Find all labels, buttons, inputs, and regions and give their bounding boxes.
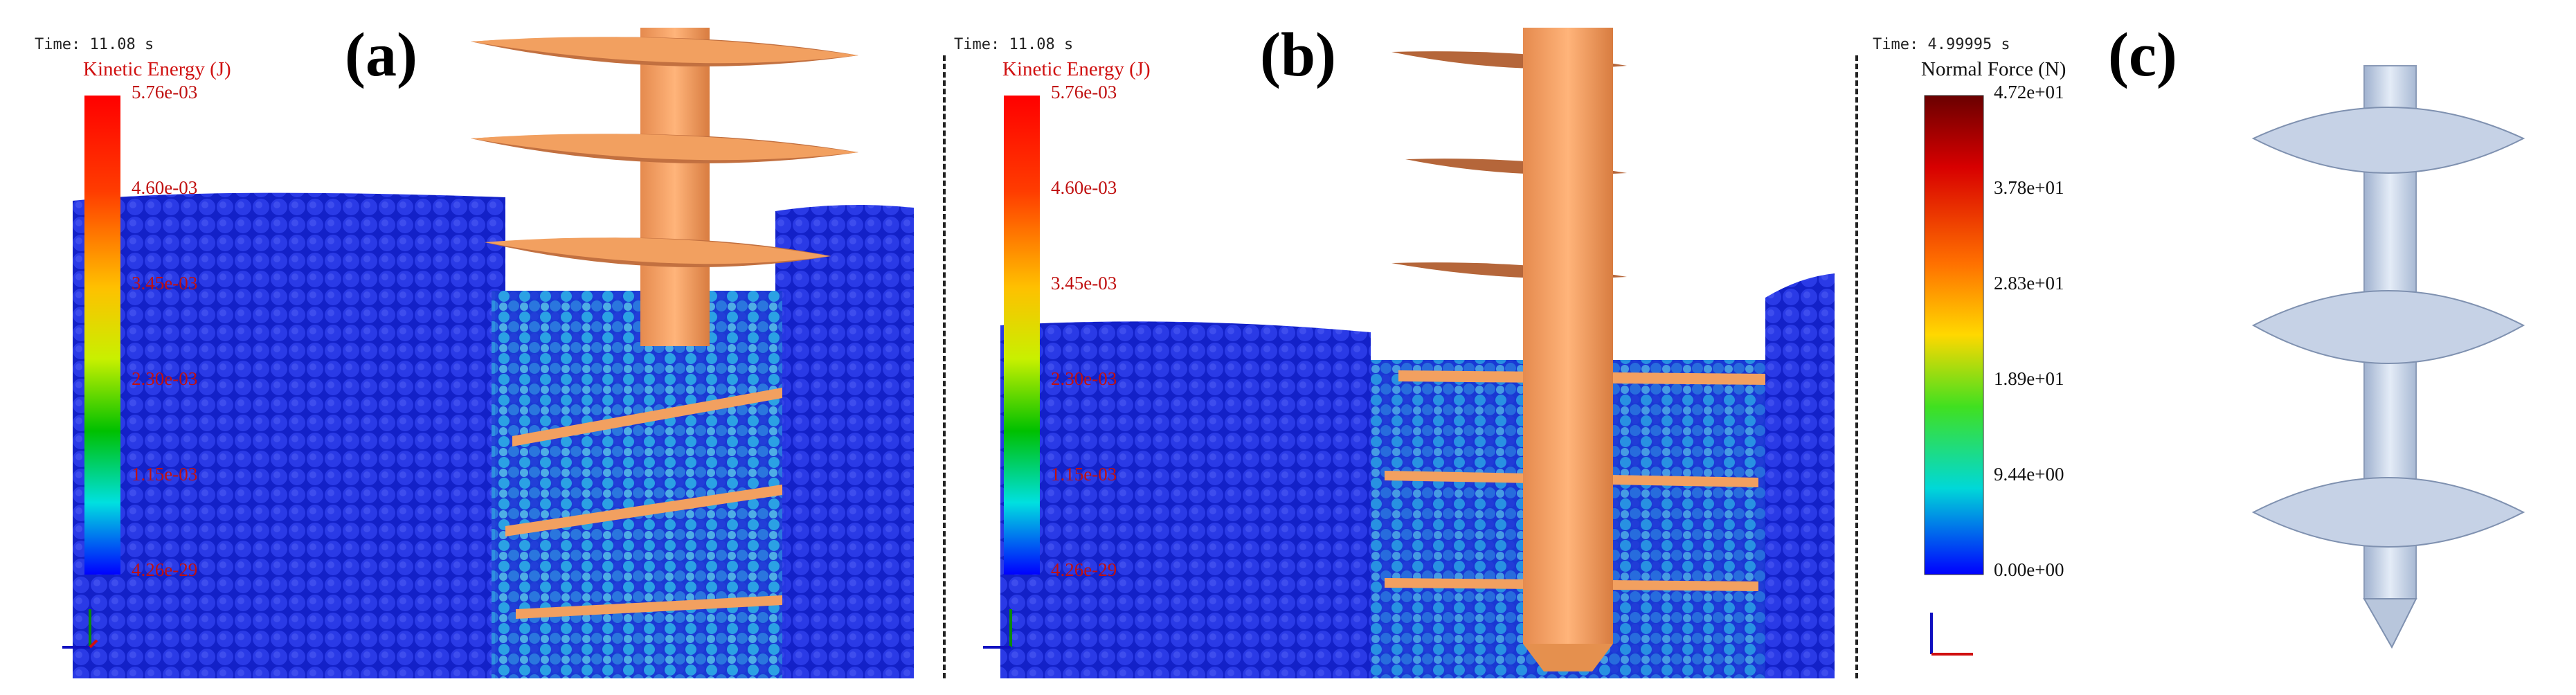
panel-b-tick: 3.45e-03 — [1051, 273, 1117, 294]
panel-b-tick: 5.76e-03 — [1051, 82, 1117, 102]
panel-a-particle-bed — [73, 192, 914, 679]
panel-b-colorbar — [1004, 96, 1040, 575]
panel-b-label: (b) — [1260, 21, 1336, 89]
panel-a-colorbar-title: Kinetic Energy (J) — [83, 58, 231, 80]
panel-a-tick: 4.26e-29 — [132, 559, 198, 580]
panel-a-time: Time: 11.08 s — [35, 36, 154, 53]
panel-c-tick: 3.78e+01 — [1994, 177, 2064, 198]
panel-c-time: Time: 4.99995 s — [1873, 36, 2010, 53]
panel-b-colorbar-title: Kinetic Energy (J) — [1002, 58, 1151, 80]
panel-a-auger — [471, 28, 858, 619]
panel-a-axis-triad — [62, 609, 98, 649]
panel-c-label: (c) — [2108, 21, 2177, 89]
panel-a-tick: 1.15e-03 — [132, 464, 198, 485]
panel-a-tick: 4.60e-03 — [132, 177, 198, 198]
panel-c-tick: 4.72e+01 — [1994, 82, 2064, 102]
panel-b-time: Time: 11.08 s — [954, 36, 1074, 53]
panel-a-colorbar — [84, 96, 120, 575]
panel-c-colorbar — [1924, 95, 1984, 575]
panel-a-tick: 3.45e-03 — [132, 273, 198, 294]
panel-c-tick: 1.89e+01 — [1994, 368, 2064, 389]
panel-c-auger-mesh — [2251, 65, 2525, 649]
panel-a-label: (a) — [345, 21, 417, 89]
panel-c-tick: 9.44e+00 — [1994, 464, 2064, 485]
divider-b-c — [1855, 55, 1858, 678]
panel-b-tick: 1.15e-03 — [1051, 464, 1117, 485]
panel-a-tick: 5.76e-03 — [132, 82, 198, 102]
panel-c-axis-triad — [1930, 613, 1973, 656]
divider-a-b — [943, 55, 946, 678]
panel-c-tick: 2.83e+01 — [1994, 273, 2064, 294]
panel-a-tick: 2.30e-03 — [132, 368, 198, 389]
panel-b-tick: 4.26e-29 — [1051, 559, 1117, 580]
panel-c-colorbar-title: Normal Force (N) — [1921, 58, 2066, 80]
panel-b-auger — [1385, 28, 1765, 671]
panel-b-tick: 2.30e-03 — [1051, 368, 1117, 389]
panel-c-tick: 0.00e+00 — [1994, 559, 2064, 580]
panel-b-tick: 4.60e-03 — [1051, 177, 1117, 198]
panel-b-axis-triad — [983, 609, 1012, 649]
